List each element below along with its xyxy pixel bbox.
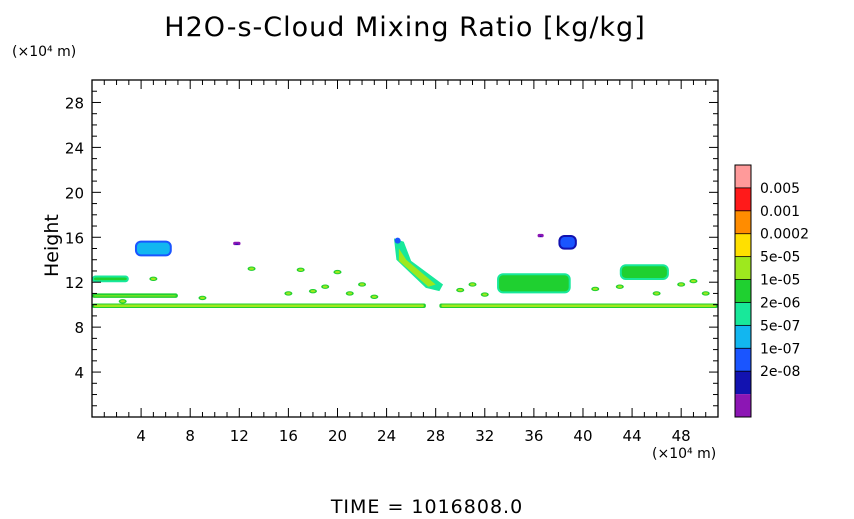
colorbar-swatch (735, 256, 751, 280)
cloud-cell-core (592, 287, 598, 291)
cloud-cell-core (347, 292, 353, 295)
cloud-plume-top (394, 237, 401, 244)
cloud-cell-core (150, 277, 156, 281)
x-tick-label: 8 (185, 427, 195, 445)
colorbar-label: 0.001 (760, 204, 800, 220)
colorbar-label: 2e-08 (760, 364, 800, 380)
cloud-region-core (235, 243, 239, 245)
cloud-cell-core (249, 267, 254, 270)
y-tick-label: 28 (65, 94, 84, 112)
cloud-cell-core (310, 289, 316, 293)
colorbar-swatch (735, 325, 751, 349)
colorbar-swatch (735, 302, 751, 326)
cloud-cell-core (298, 268, 304, 272)
colorbar-swatch (735, 348, 751, 372)
colorbar-swatch (735, 371, 751, 395)
cloud-region-core (499, 275, 569, 292)
x-axis-unit: (×10⁴ m) (652, 446, 717, 462)
colorbar-swatch (735, 279, 751, 303)
cloud-region-core (539, 235, 542, 237)
colorbar-swatch (735, 187, 751, 211)
plot-fills (92, 233, 718, 309)
x-tick-label: 20 (328, 427, 347, 445)
cloud-cell-core (359, 283, 365, 286)
y-tick-label: 16 (65, 229, 84, 247)
cloud-cell-core (482, 293, 488, 296)
time-label: TIME = 1016808.0 (330, 496, 524, 518)
cloud-cell-core (457, 288, 463, 292)
colorbar-label: 5e-05 (760, 250, 800, 266)
y-axis-unit: (×10⁴ m) (12, 44, 77, 60)
cloud-cell-core (678, 283, 684, 286)
cloud-plume (393, 238, 444, 292)
x-tick-label: 40 (573, 427, 592, 445)
cloud-region-core (621, 266, 667, 278)
x-tick-label: 28 (426, 427, 445, 445)
cloud-region-core (94, 295, 176, 297)
cloud-cell-core (617, 285, 623, 288)
colorbar-swatch (735, 210, 751, 234)
x-tick-label: 24 (377, 427, 396, 445)
cloud-cell-core (470, 283, 475, 286)
cloud-cell-core (335, 270, 340, 274)
colorbar-swatch (735, 394, 751, 417)
cloud-layer-core (94, 304, 424, 308)
colorbar-frame (734, 164, 752, 418)
colorbar-label: 1e-07 (760, 341, 800, 357)
x-tick-label: 44 (623, 427, 642, 445)
cloud-region-core (136, 242, 170, 255)
cloud-cell-core (120, 300, 126, 303)
y-tick-label: 24 (65, 139, 84, 157)
colorbar-label: 2e-06 (760, 295, 800, 311)
y-tick-label: 4 (74, 364, 84, 382)
colorbar-label: 5e-07 (760, 318, 800, 334)
x-tick-label: 16 (279, 427, 298, 445)
cloud-cell-core (371, 295, 377, 299)
x-tick-label: 32 (475, 427, 494, 445)
cloud-region-core (94, 277, 127, 281)
cloud-layer-core (441, 304, 716, 308)
cloud-cell-core (654, 292, 660, 295)
y-tick-label: 20 (65, 184, 84, 202)
cloud-region (537, 233, 544, 238)
colorbar: 0.005 0.001 0.0002 5e-05 1e-05 2e-06 5e-07 1e-0… (734, 164, 809, 418)
x-tick-label: 36 (524, 427, 543, 445)
cloud-cell-core (703, 292, 709, 295)
cloud-cell-core (285, 292, 291, 295)
colorbar-label: 1e-05 (760, 273, 800, 289)
colorbar-swatch (735, 165, 751, 188)
cloud-cell-core (691, 279, 696, 283)
cloud-cell-core (200, 296, 205, 300)
cloud-region (233, 241, 241, 246)
x-tick-label: 4 (136, 427, 146, 445)
y-tick-label: 8 (74, 319, 84, 337)
colorbar-label: 0.0002 (760, 227, 809, 243)
cloud-cell-core (322, 285, 328, 288)
y-tick-label: 12 (65, 274, 84, 292)
colorbar-swatch (735, 233, 751, 257)
colorbar-label: 0.005 (760, 181, 800, 197)
cloud-region-core (560, 237, 575, 248)
x-tick-label: 12 (230, 427, 249, 445)
cloud-plume-core (398, 248, 436, 287)
chart-title: H2O-s-Cloud Mixing Ratio [kg/kg] (164, 12, 646, 43)
x-tick-label: 48 (672, 427, 691, 445)
